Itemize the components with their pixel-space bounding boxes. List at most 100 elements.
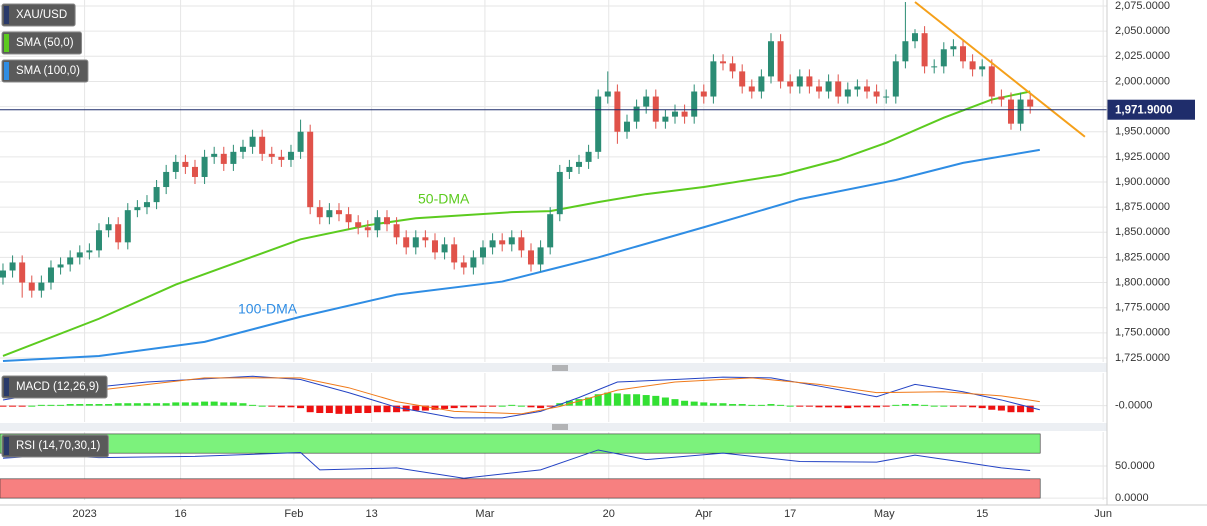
candle-body bbox=[191, 166, 198, 177]
candle-body bbox=[470, 257, 477, 268]
candle-body bbox=[441, 244, 448, 253]
histogram-bar bbox=[940, 405, 948, 407]
histogram-bar bbox=[364, 405, 372, 414]
candle-body bbox=[767, 41, 774, 77]
candle-body bbox=[153, 187, 160, 203]
marks: 2023 16 Feb 13 Mar 20 Apr 17 May 15 Jun 1,725.0000 1… bbox=[0, 0, 1195, 520]
candle-body bbox=[38, 282, 45, 291]
histogram-bar bbox=[767, 404, 775, 406]
histogram-bar bbox=[623, 394, 631, 406]
histogram-bar bbox=[709, 403, 717, 406]
histogram-bar bbox=[978, 405, 986, 409]
histogram-bar bbox=[133, 403, 141, 406]
candle-body bbox=[249, 136, 256, 147]
histogram-bar bbox=[853, 405, 861, 408]
candle-body bbox=[105, 224, 112, 231]
candle-body bbox=[585, 151, 592, 162]
histogram-bar bbox=[249, 404, 257, 406]
histogram-bar bbox=[479, 405, 487, 407]
histogram-bar bbox=[229, 402, 237, 406]
histogram-bar bbox=[652, 395, 660, 406]
legend-swatch bbox=[4, 378, 9, 396]
candle-body bbox=[662, 116, 669, 122]
y-tick-label: 2,025.0000 bbox=[1115, 50, 1170, 62]
histogram-bar bbox=[57, 404, 65, 406]
histogram-bar bbox=[1007, 405, 1015, 413]
candle-body bbox=[460, 262, 467, 268]
candle-body bbox=[316, 207, 323, 218]
legend-label: MACD (12,26,9) bbox=[16, 381, 99, 393]
histogram-bar bbox=[345, 405, 353, 414]
y-tick-label: 2,075.0000 bbox=[1115, 0, 1170, 12]
candle-body bbox=[911, 33, 918, 42]
histogram-bar bbox=[805, 405, 813, 407]
histogram-bar bbox=[882, 405, 890, 407]
histogram-bar bbox=[508, 404, 516, 406]
histogram-bar bbox=[316, 405, 324, 414]
candle-body bbox=[815, 86, 822, 92]
x-tick-label: May bbox=[874, 508, 895, 520]
histogram-bar bbox=[729, 404, 737, 406]
candle-body bbox=[259, 136, 266, 154]
histogram-bar bbox=[460, 405, 468, 408]
line bbox=[914, 1, 1086, 138]
candle-body bbox=[230, 151, 237, 164]
candle-body bbox=[633, 106, 640, 122]
legend-label: SMA (100,0) bbox=[16, 65, 80, 77]
histogram-bar bbox=[700, 402, 708, 406]
y-tick-label: 0.0000 bbox=[1115, 492, 1149, 504]
candle-body bbox=[940, 49, 947, 67]
rsi-band bbox=[0, 478, 1041, 499]
histogram-bar bbox=[373, 405, 381, 413]
x-tick-label: 13 bbox=[365, 508, 377, 520]
histogram-bar bbox=[18, 405, 26, 407]
histogram-bar bbox=[105, 404, 113, 406]
histogram-bar bbox=[201, 401, 209, 406]
candle-body bbox=[76, 252, 83, 258]
y-tick-label: 1,800.0000 bbox=[1115, 276, 1170, 288]
rsi-band bbox=[0, 433, 1041, 454]
histogram-bar bbox=[124, 403, 132, 406]
candle-body bbox=[979, 66, 986, 70]
x-tick-label: Feb bbox=[284, 508, 303, 520]
histogram-bar bbox=[95, 404, 103, 406]
histogram-bar bbox=[47, 404, 55, 406]
histogram-bar bbox=[892, 404, 900, 406]
histogram-bar bbox=[988, 405, 996, 410]
histogram-bar bbox=[354, 405, 362, 414]
candle-body bbox=[537, 247, 544, 265]
candle-body bbox=[239, 146, 246, 152]
histogram-bar bbox=[412, 405, 420, 411]
grip bbox=[552, 365, 568, 430]
y-tick-label: 2,050.0000 bbox=[1115, 25, 1170, 37]
candle-body bbox=[393, 224, 400, 238]
y-tick-label: 1,825.0000 bbox=[1115, 251, 1170, 263]
histogram-bar bbox=[383, 405, 391, 413]
legend-box bbox=[1, 3, 76, 27]
candle-body bbox=[403, 237, 410, 248]
grid bbox=[0, 0, 1107, 500]
candle-body bbox=[182, 161, 189, 167]
y-tick-label: 1,900.0000 bbox=[1115, 176, 1170, 188]
y-tick-label: 1,725.0000 bbox=[1115, 352, 1170, 364]
histogram-bar bbox=[489, 405, 497, 407]
candle-body bbox=[134, 207, 141, 211]
histogram-bar bbox=[815, 405, 823, 408]
candle-body bbox=[172, 161, 179, 172]
candle-body bbox=[835, 81, 842, 97]
histogram-bar bbox=[901, 404, 909, 406]
histogram-bar bbox=[172, 402, 180, 406]
candle-body bbox=[566, 166, 573, 172]
candle-body bbox=[412, 237, 419, 248]
candle-body bbox=[278, 156, 285, 160]
candle-body bbox=[355, 222, 362, 228]
candle-body bbox=[518, 237, 525, 251]
histogram-bar bbox=[969, 405, 977, 408]
y-tick-label: 1,950.0000 bbox=[1115, 126, 1170, 138]
candle-body bbox=[499, 240, 506, 245]
annotation: 50-DMA bbox=[418, 191, 470, 207]
histogram-bar bbox=[28, 405, 36, 407]
histogram-bar bbox=[210, 401, 218, 406]
